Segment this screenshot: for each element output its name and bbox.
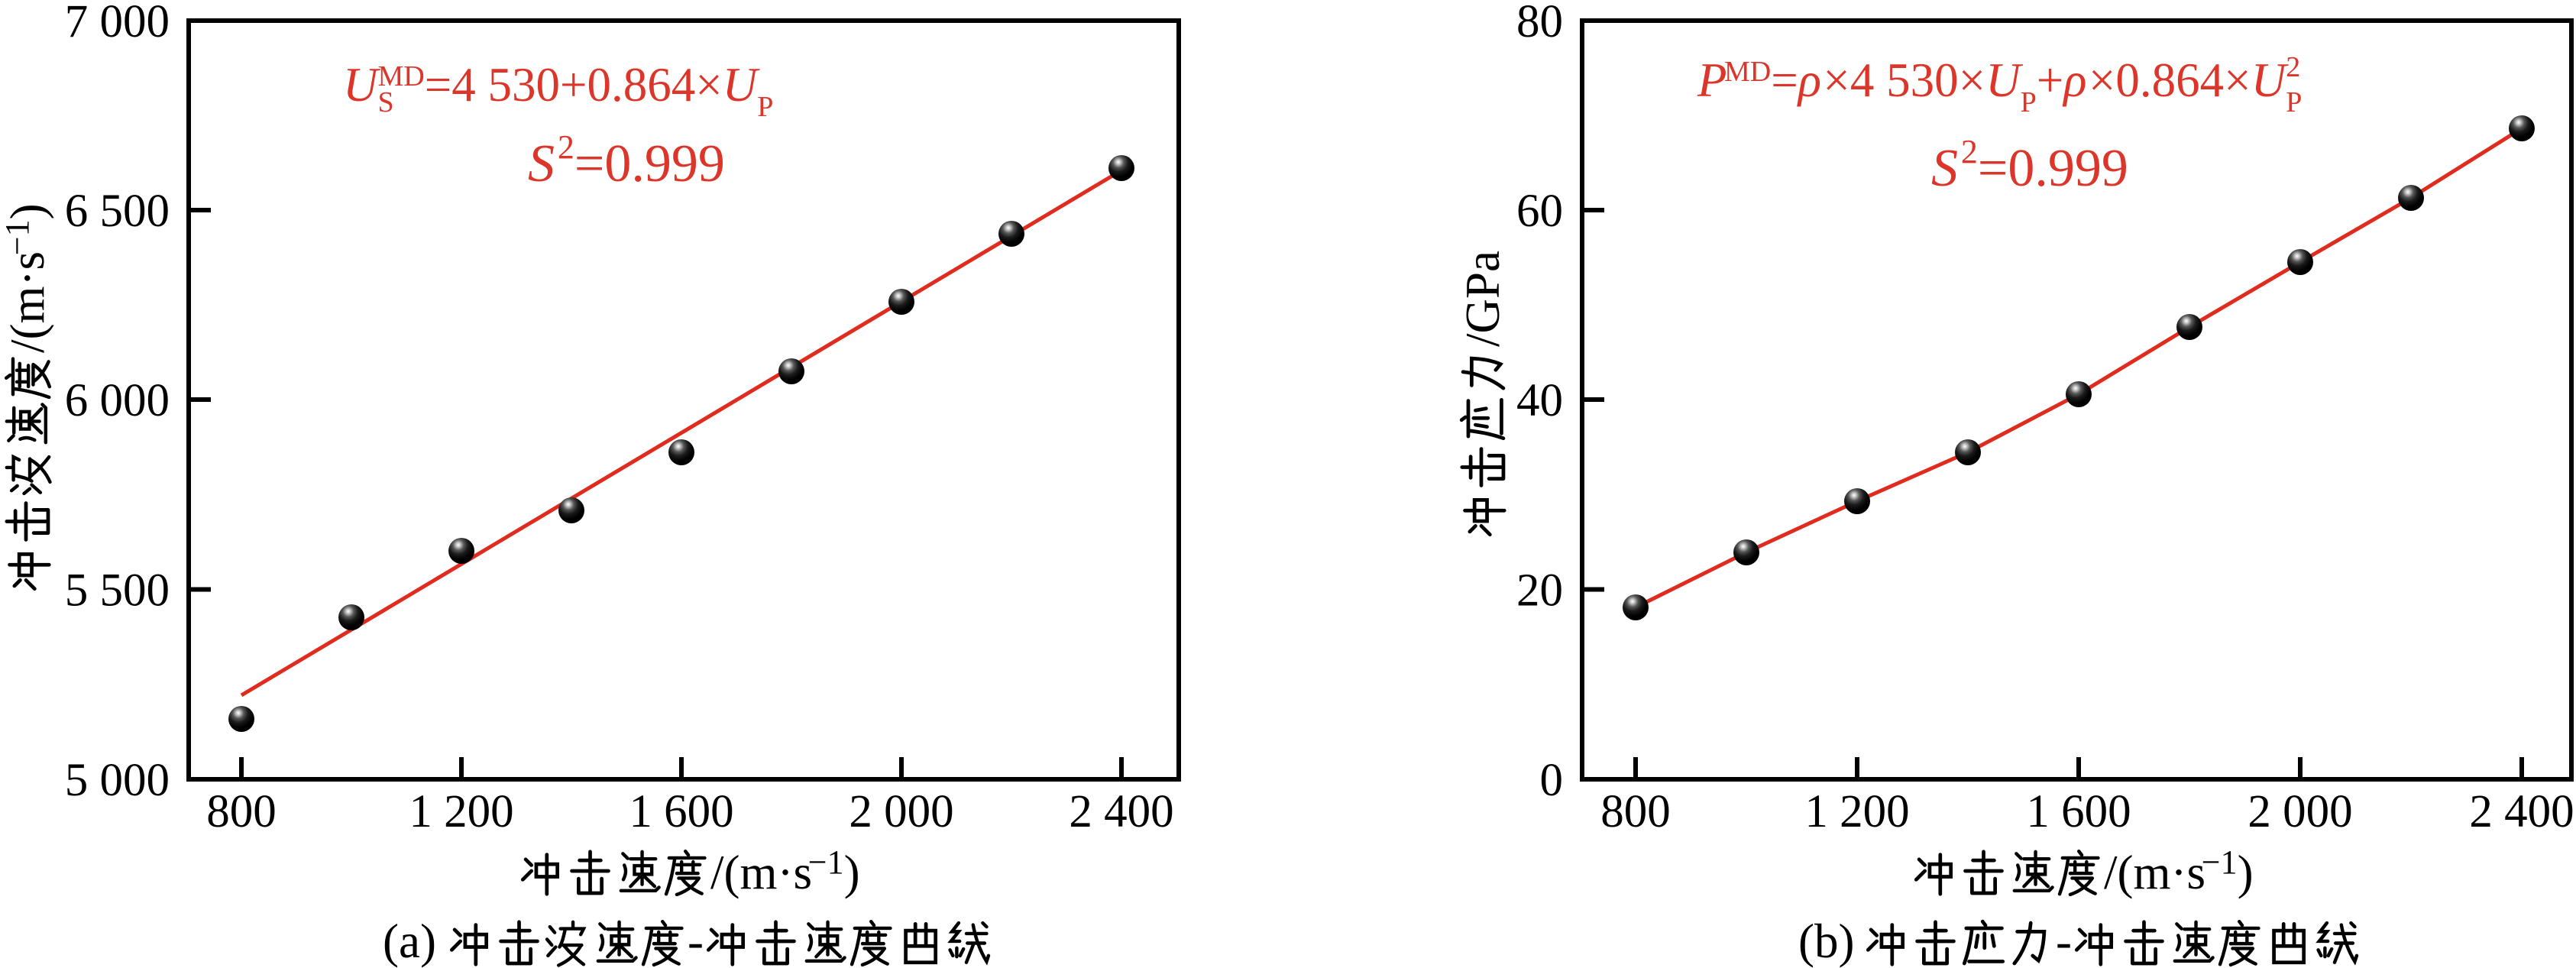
svg-text:P: P bbox=[757, 91, 773, 123]
svg-text:2 400: 2 400 bbox=[2469, 786, 2574, 837]
svg-text:2 000: 2 000 bbox=[849, 786, 953, 837]
svg-text:2: 2 bbox=[558, 128, 574, 166]
svg-text:20: 20 bbox=[1516, 565, 1563, 617]
svg-text:P: P bbox=[2286, 86, 2302, 118]
svg-text:=0.999: =0.999 bbox=[1978, 139, 2128, 198]
svg-text:6 000: 6 000 bbox=[65, 375, 170, 426]
svg-text:/GPa: /GPa bbox=[1456, 251, 1510, 347]
svg-text:P: P bbox=[1697, 53, 1727, 107]
svg-text:/(m·s: /(m·s bbox=[2104, 846, 2205, 899]
svg-text:P: P bbox=[2021, 86, 2037, 118]
svg-text:800: 800 bbox=[206, 786, 277, 837]
svg-text:): ) bbox=[1, 203, 54, 219]
svg-text:+: + bbox=[2037, 53, 2064, 107]
svg-text:U: U bbox=[343, 58, 380, 112]
svg-text:−1: −1 bbox=[0, 219, 36, 255]
svg-text:U: U bbox=[1985, 53, 2023, 107]
svg-text:ρ: ρ bbox=[1797, 53, 1821, 107]
svg-text:800: 800 bbox=[1600, 786, 1671, 837]
svg-text:S: S bbox=[1931, 139, 1958, 198]
svg-text:×0.864×: ×0.864× bbox=[2089, 53, 2251, 107]
svg-text:=4 530+0.864×: =4 530+0.864× bbox=[425, 58, 723, 112]
svg-text:2 400: 2 400 bbox=[1069, 786, 1173, 837]
svg-text:×4 530×: ×4 530× bbox=[1823, 53, 1985, 107]
svg-text:/(m·s: /(m·s bbox=[710, 846, 812, 899]
svg-text:2: 2 bbox=[1961, 133, 1978, 170]
svg-text:5 000: 5 000 bbox=[65, 755, 170, 806]
svg-text:MD: MD bbox=[378, 60, 425, 92]
svg-text:1 200: 1 200 bbox=[1804, 786, 1909, 837]
svg-text:=0.999: =0.999 bbox=[574, 134, 725, 193]
svg-text:-: - bbox=[2056, 915, 2072, 968]
svg-text:U: U bbox=[723, 58, 760, 112]
svg-text:2 000: 2 000 bbox=[2248, 786, 2352, 837]
svg-text:2: 2 bbox=[2286, 51, 2300, 83]
svg-text:): ) bbox=[2238, 846, 2254, 899]
svg-text:1 600: 1 600 bbox=[629, 786, 733, 837]
svg-text:−1: −1 bbox=[2202, 843, 2238, 881]
svg-text:40: 40 bbox=[1516, 375, 1563, 426]
svg-text:/(m·s: /(m·s bbox=[1, 251, 54, 353]
svg-text:(a): (a) bbox=[383, 915, 436, 968]
svg-text:60: 60 bbox=[1516, 186, 1563, 237]
svg-text:80: 80 bbox=[1516, 0, 1563, 47]
svg-text:−1: −1 bbox=[808, 843, 844, 881]
svg-text:=: = bbox=[1771, 53, 1798, 107]
svg-text:(b): (b) bbox=[1798, 915, 1854, 968]
svg-text:): ) bbox=[844, 846, 860, 899]
svg-text:U: U bbox=[2251, 53, 2289, 107]
svg-text:MD: MD bbox=[1724, 56, 1771, 88]
svg-text:S: S bbox=[528, 134, 555, 193]
svg-text:7 000: 7 000 bbox=[65, 0, 170, 47]
svg-text:1 600: 1 600 bbox=[2026, 786, 2131, 837]
svg-text:1 200: 1 200 bbox=[409, 786, 513, 837]
svg-text:5 500: 5 500 bbox=[65, 565, 170, 617]
svg-text:S: S bbox=[378, 86, 394, 118]
svg-text:ρ: ρ bbox=[2062, 53, 2086, 107]
svg-text:0: 0 bbox=[1540, 755, 1564, 806]
svg-text:-: - bbox=[688, 915, 704, 968]
svg-text:6 500: 6 500 bbox=[65, 186, 170, 237]
